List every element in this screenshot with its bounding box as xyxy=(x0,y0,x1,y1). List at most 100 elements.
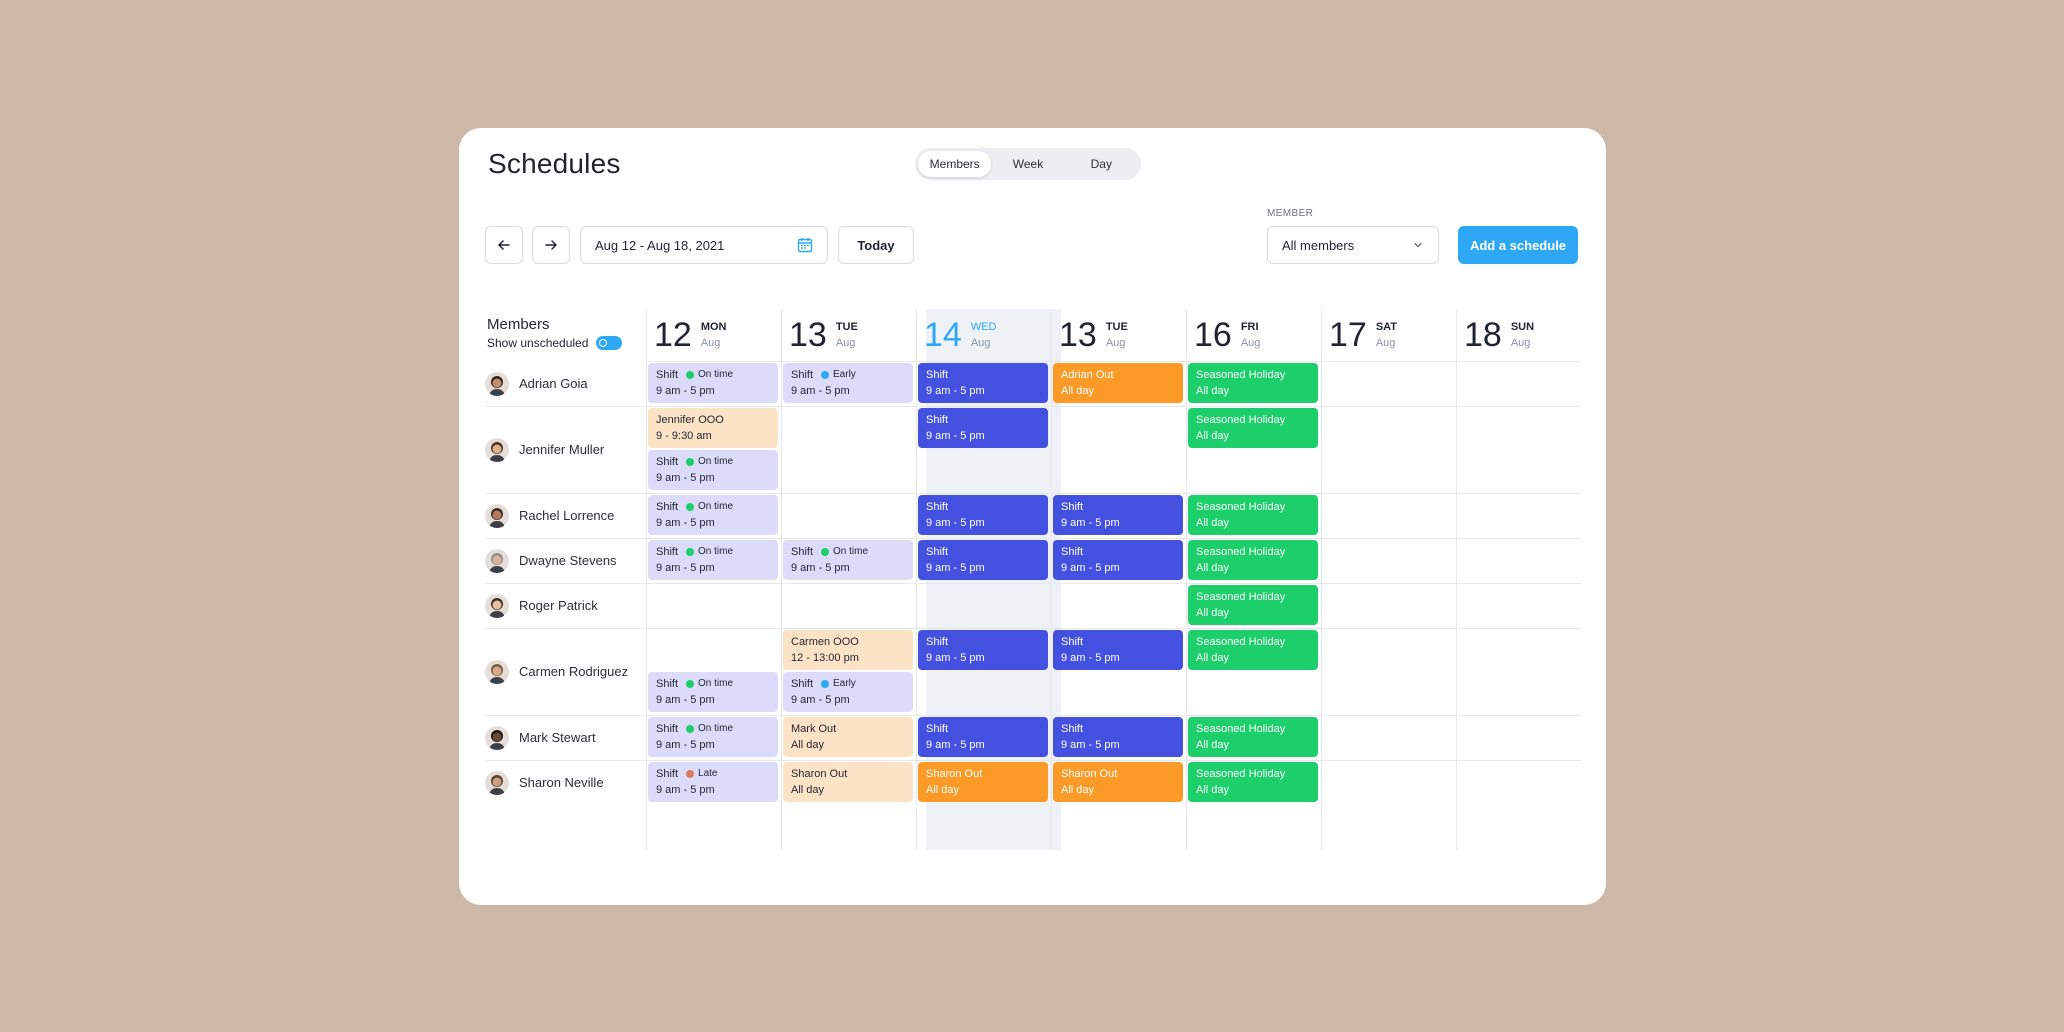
event-status: On time xyxy=(686,545,733,559)
add-schedule-button[interactable]: Add a schedule xyxy=(1458,226,1578,264)
today-button[interactable]: Today xyxy=(838,226,914,264)
day-month: Aug xyxy=(835,337,856,349)
event-title: Jennifer OOO xyxy=(656,413,770,427)
event-title: Sharon Out xyxy=(791,767,905,781)
member-row-label[interactable]: Rachel Lorrence xyxy=(485,493,614,538)
schedule-event[interactable]: Mark Out All day xyxy=(783,717,913,757)
day-header[interactable]: 17 SAT Aug xyxy=(1321,309,1456,361)
schedule-event[interactable]: Shift 9 am - 5 pm xyxy=(1053,630,1183,670)
status-dot-icon xyxy=(686,548,695,556)
event-title-text: Shift xyxy=(791,546,814,558)
status-dot-icon xyxy=(686,680,695,688)
member-name: Sharon Neville xyxy=(519,775,604,790)
member-row-label[interactable]: Sharon Neville xyxy=(485,760,604,805)
event-time: 9 am - 5 pm xyxy=(791,562,850,574)
schedule-event[interactable]: Shift On time 9 am - 5 pm xyxy=(783,540,913,580)
schedule-event[interactable]: Seasoned Holiday All day xyxy=(1188,408,1318,448)
status-dot-icon xyxy=(821,371,830,379)
day-month: Aug xyxy=(1240,337,1261,349)
schedule-event[interactable]: Seasoned Holiday All day xyxy=(1188,495,1318,535)
schedule-event[interactable]: Sharon Out All day xyxy=(918,762,1048,802)
event-time: 9 am - 5 pm xyxy=(926,739,985,751)
event-status-label: Late xyxy=(698,768,718,779)
schedule-event[interactable]: Seasoned Holiday All day xyxy=(1188,762,1318,802)
schedule-event[interactable]: Shift On time 9 am - 5 pm xyxy=(648,717,778,757)
member-row-label[interactable]: Roger Patrick xyxy=(485,583,598,628)
date-range-picker[interactable]: Aug 12 - Aug 18, 2021 xyxy=(580,226,828,264)
day-month: Aug xyxy=(700,337,721,349)
member-row-label[interactable]: Adrian Goia xyxy=(485,361,588,406)
schedule-event[interactable]: Adrian Out All day xyxy=(1053,363,1183,403)
day-header[interactable]: 13 TUE Aug xyxy=(781,309,916,361)
schedule-event[interactable]: Seasoned Holiday All day xyxy=(1188,363,1318,403)
schedule-event[interactable]: Shift On time 9 am - 5 pm xyxy=(648,672,778,712)
member-filter-value: All members xyxy=(1282,237,1355,253)
event-time: All day xyxy=(1196,517,1230,529)
event-title-text: Seasoned Holiday xyxy=(1196,768,1286,780)
schedule-event[interactable]: Carmen OOO 12 - 13:00 pm xyxy=(783,630,913,670)
event-status-label: On time xyxy=(698,723,734,734)
tab-week[interactable]: Week xyxy=(1012,157,1044,171)
day-meta: SUN Aug xyxy=(1511,321,1534,349)
schedule-event[interactable]: Shift 9 am - 5 pm xyxy=(918,495,1048,535)
prev-week-button[interactable] xyxy=(485,226,523,264)
next-week-button[interactable] xyxy=(532,226,570,264)
schedule-event[interactable]: Shift On time 9 am - 5 pm xyxy=(648,495,778,535)
member-filter-select[interactable]: All members xyxy=(1267,226,1439,264)
day-header[interactable]: 16 FRI Aug xyxy=(1186,309,1321,361)
event-status-label: On time xyxy=(698,501,734,512)
day-month: Aug xyxy=(1375,337,1396,349)
schedule-event[interactable]: Shift On time 9 am - 5 pm xyxy=(648,363,778,403)
member-row-label[interactable]: Mark Stewart xyxy=(485,715,596,760)
schedule-event[interactable]: Sharon Out All day xyxy=(783,762,913,802)
event-time: 12 - 13:00 pm xyxy=(791,652,859,664)
schedule-event[interactable]: Shift 9 am - 5 pm xyxy=(1053,495,1183,535)
schedule-event[interactable]: Seasoned Holiday All day xyxy=(1188,585,1318,625)
schedule-event[interactable]: Seasoned Holiday All day xyxy=(1188,630,1318,670)
event-title: Seasoned Holiday xyxy=(1196,500,1310,514)
schedule-event[interactable]: Shift 9 am - 5 pm xyxy=(1053,540,1183,580)
event-time: All day xyxy=(1061,784,1095,796)
member-row-label[interactable]: Jennifer Muller xyxy=(485,406,604,493)
event-title-text: Shift xyxy=(656,501,679,513)
schedule-event[interactable]: Seasoned Holiday All day xyxy=(1188,540,1318,580)
event-title: Shift Early xyxy=(791,677,905,691)
day-month: Aug xyxy=(970,337,991,349)
event-title-text: Shift xyxy=(926,414,949,426)
event-title: Seasoned Holiday xyxy=(1196,767,1310,781)
show-unscheduled-row: Show unscheduled xyxy=(487,336,623,350)
member-row-label[interactable]: Dwayne Stevens xyxy=(485,538,617,583)
schedule-event[interactable]: Shift 9 am - 5 pm xyxy=(918,717,1048,757)
event-title-text: Shift xyxy=(656,768,679,780)
event-title: Sharon Out xyxy=(1061,767,1175,781)
schedule-event[interactable]: Shift Early 9 am - 5 pm xyxy=(783,363,913,403)
day-header[interactable]: 13 TUE Aug xyxy=(1051,309,1186,361)
schedule-event[interactable]: Shift On time 9 am - 5 pm xyxy=(648,450,778,490)
member-row-label[interactable]: Carmen Rodriguez xyxy=(485,628,628,715)
schedule-event[interactable]: Shift 9 am - 5 pm xyxy=(918,630,1048,670)
row-divider xyxy=(485,760,1581,761)
show-unscheduled-label: Show unscheduled xyxy=(487,336,589,350)
tab-members[interactable]: Members xyxy=(918,151,992,177)
event-title: Shift On time xyxy=(656,455,770,469)
schedule-event[interactable]: Shift 9 am - 5 pm xyxy=(918,363,1048,403)
tab-day[interactable]: Day xyxy=(1090,157,1112,171)
schedule-event[interactable]: Shift 9 am - 5 pm xyxy=(918,540,1048,580)
day-header[interactable]: 14 WED Aug xyxy=(916,309,1051,361)
avatar xyxy=(485,725,509,750)
event-title: Shift On time xyxy=(656,368,770,382)
schedule-event[interactable]: Shift 9 am - 5 pm xyxy=(1053,717,1183,757)
event-title: Seasoned Holiday xyxy=(1196,722,1310,736)
schedule-event[interactable]: Shift 9 am - 5 pm xyxy=(918,408,1048,448)
schedule-event[interactable]: Shift Early 9 am - 5 pm xyxy=(783,672,913,712)
day-header[interactable]: 18 SUN Aug xyxy=(1456,309,1591,361)
schedule-event[interactable]: Shift On time 9 am - 5 pm xyxy=(648,540,778,580)
event-title-text: Shift xyxy=(926,369,949,381)
event-status-label: On time xyxy=(698,456,734,467)
day-header[interactable]: 12 MON Aug xyxy=(646,309,781,361)
schedule-event[interactable]: Shift Late 9 am - 5 pm xyxy=(648,762,778,802)
show-unscheduled-toggle[interactable] xyxy=(596,336,623,350)
schedule-event[interactable]: Seasoned Holiday All day xyxy=(1188,717,1318,757)
schedule-event[interactable]: Jennifer OOO 9 - 9:30 am xyxy=(648,408,778,448)
schedule-event[interactable]: Sharon Out All day xyxy=(1053,762,1183,802)
